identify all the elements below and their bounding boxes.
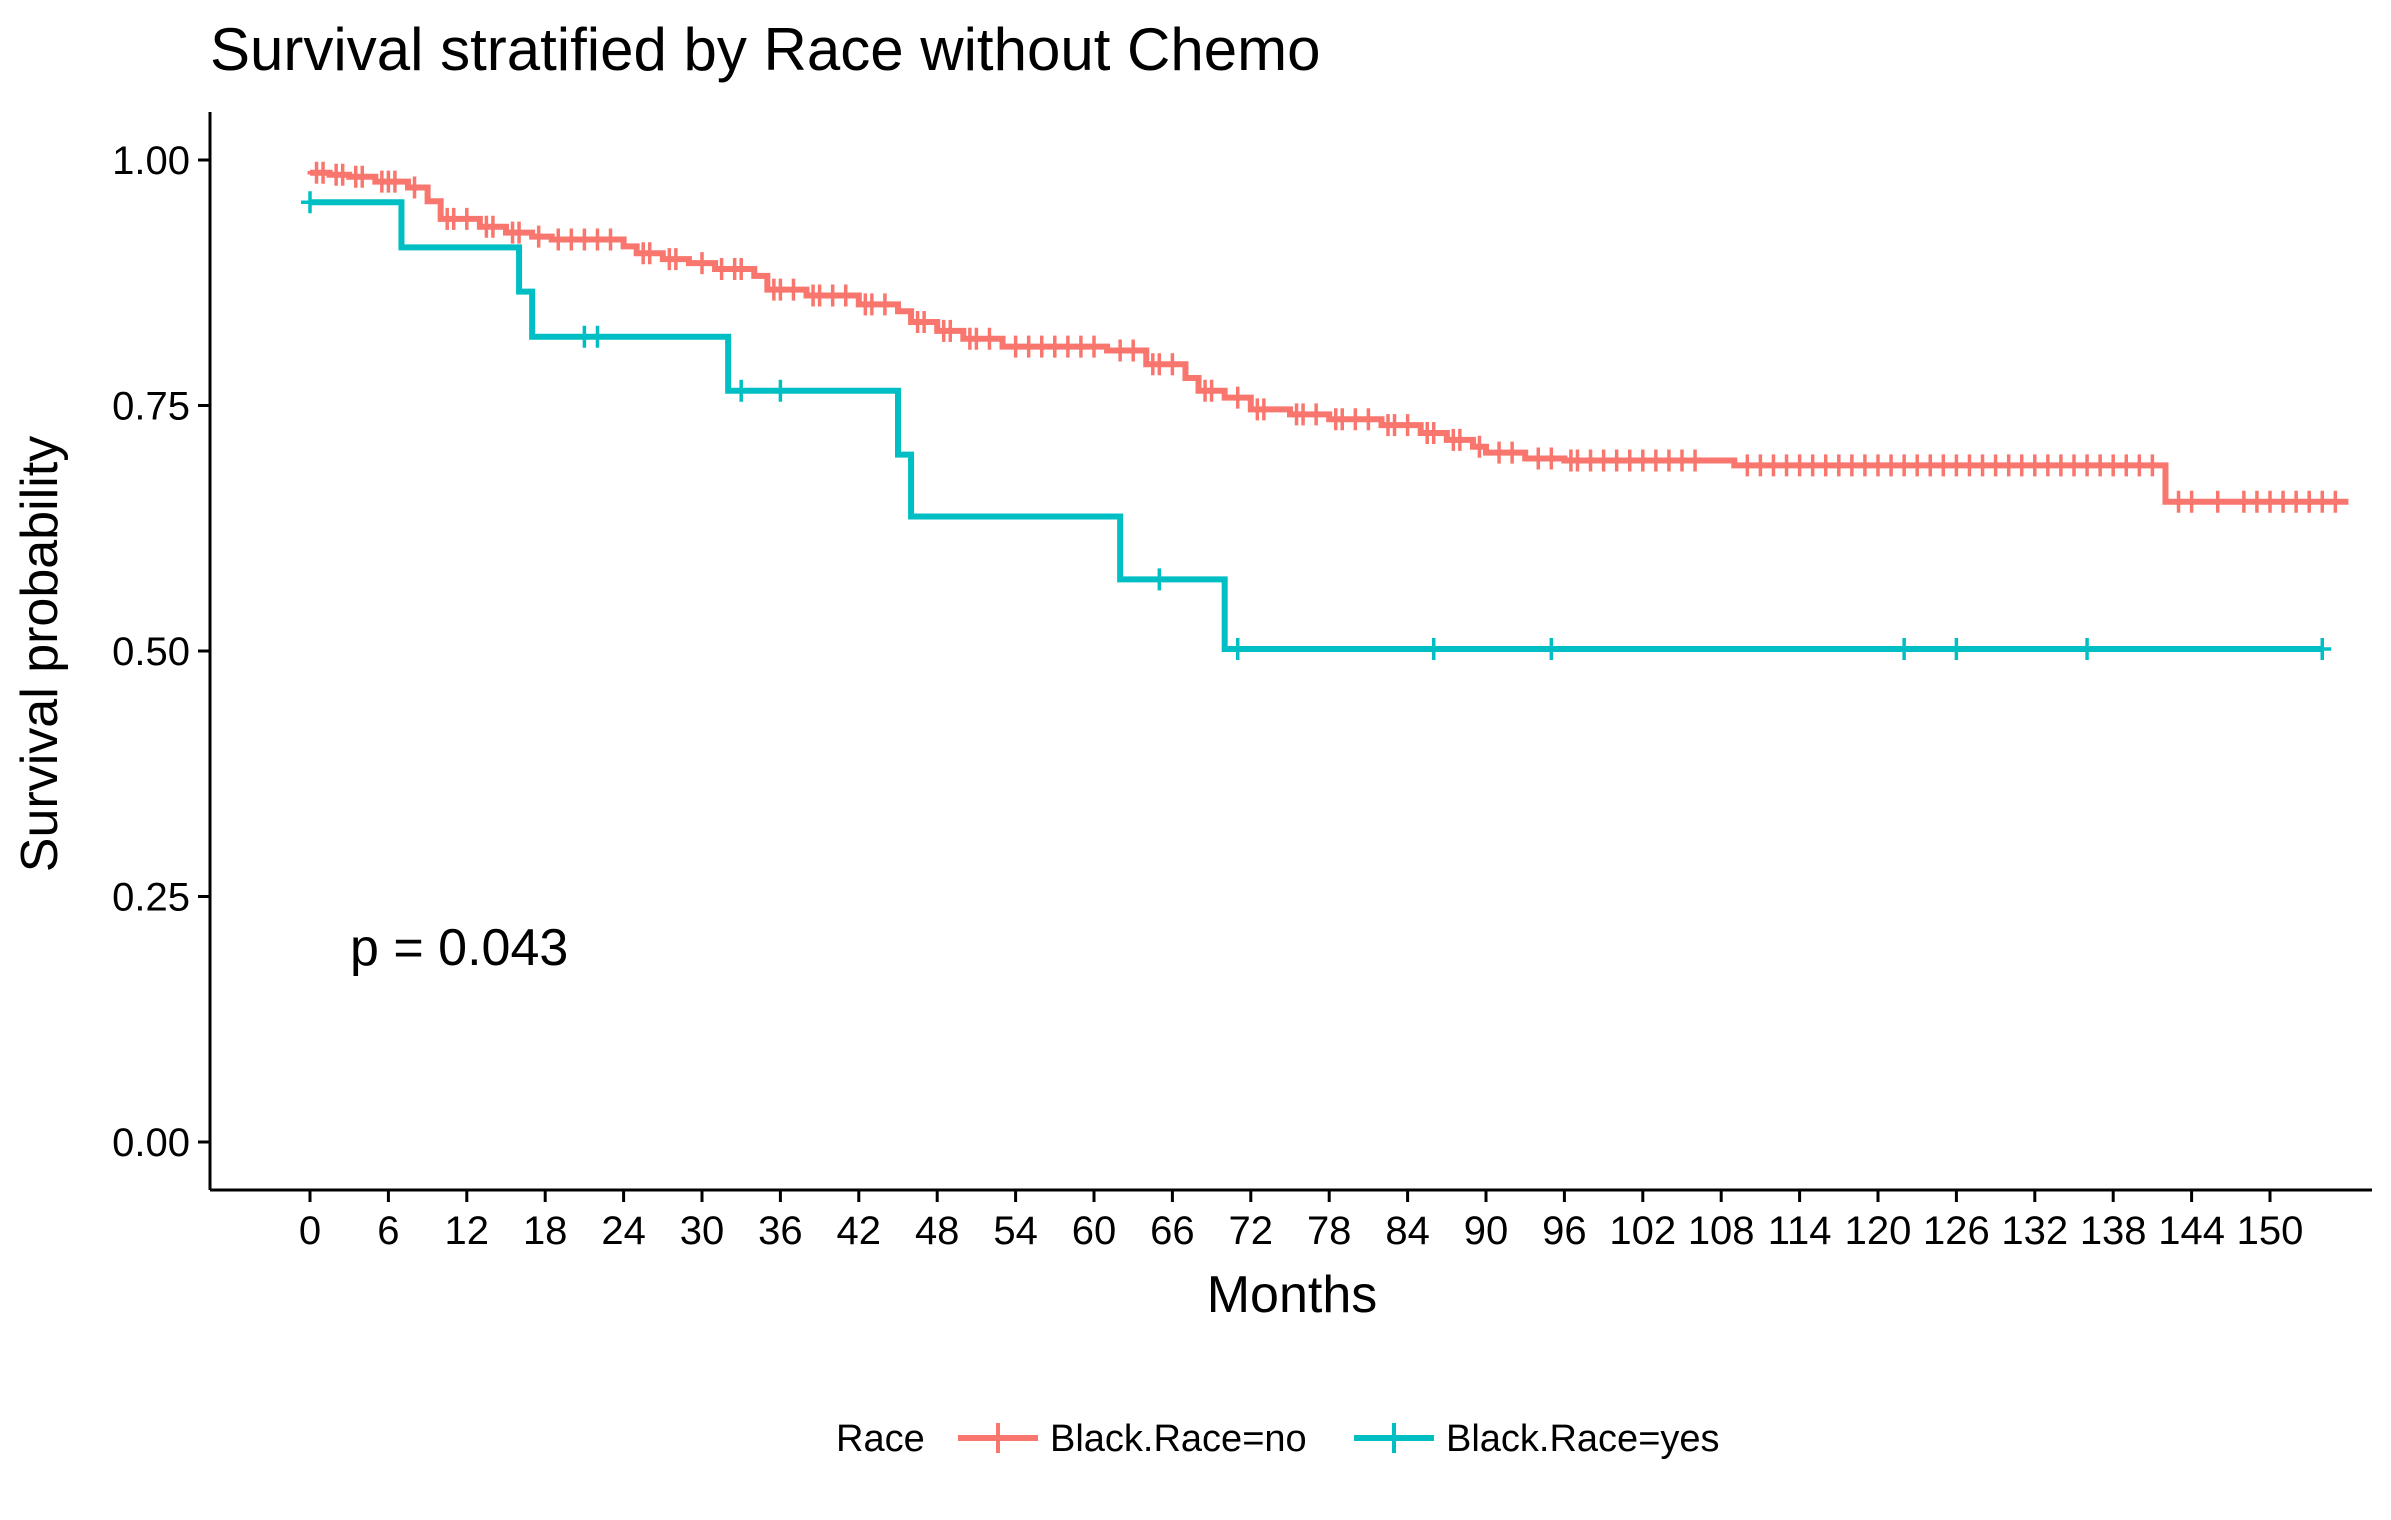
censor-mark [529, 225, 548, 248]
legend-label: Black.Race=no [1050, 1418, 1307, 1460]
censor-mark [1359, 408, 1378, 431]
x-tick-label: 54 [993, 1209, 1038, 1253]
censor-mark [2313, 638, 2332, 661]
x-tick-label: 84 [1385, 1209, 1430, 1253]
x-tick-label: 72 [1229, 1209, 1274, 1253]
x-tick-label: 102 [1609, 1209, 1676, 1253]
chart-title: Survival stratified by Race without Chem… [210, 16, 1320, 83]
censor-mark [2326, 490, 2345, 513]
legend-item-yes: Black.Race=yes [1354, 1418, 1720, 1460]
x-tick-label: 108 [1688, 1209, 1755, 1253]
x-tick-label: 150 [2237, 1209, 2304, 1253]
censor-mark [1228, 638, 1247, 661]
censor-mark [314, 161, 333, 184]
censor-mark [693, 252, 711, 275]
p-value-annotation: p = 0.043 [350, 919, 568, 977]
censor-mark [588, 325, 607, 348]
y-axis: 0.00 0.25 0.50 0.75 1.00 [112, 112, 212, 1190]
x-axis: 0 6 12 18 24 30 36 42 48 54 60 66 72 78 84 90 96 102 108 11… [210, 1188, 2372, 1253]
legend-item-no: Black.Race=no [958, 1418, 1307, 1460]
x-tick-label: 144 [2158, 1209, 2225, 1253]
y-tick-label: 0.50 [112, 630, 190, 674]
censor-mark [1124, 339, 1143, 362]
censor-mark [2208, 490, 2227, 513]
censor-mark [771, 379, 790, 402]
censor-mark [732, 258, 751, 281]
series-yes [301, 191, 2332, 661]
censor-mark [2143, 454, 2162, 477]
censor-mark [1686, 449, 1705, 472]
censor-mark [457, 207, 476, 230]
x-tick-label: 132 [2001, 1209, 2068, 1253]
censor-mark [666, 248, 685, 271]
censor-mark [915, 311, 934, 334]
x-tick-label: 36 [758, 1209, 803, 1253]
x-tick-label: 30 [680, 1209, 725, 1253]
censor-mark [875, 293, 894, 316]
censor-mark [784, 278, 803, 301]
censor-mark [1470, 435, 1489, 458]
censor-mark [2078, 638, 2097, 661]
survival-curve [310, 199, 2323, 653]
censor-mark [483, 215, 502, 238]
censor-mark [1085, 335, 1103, 358]
x-axis-title: Months [1207, 1266, 1378, 1324]
censor-mark [1202, 379, 1221, 402]
x-tick-label: 0 [299, 1209, 321, 1253]
legend-label: Black.Race=yes [1446, 1418, 1720, 1460]
x-tick-label: 78 [1307, 1209, 1352, 1253]
x-tick-label: 138 [2080, 1209, 2147, 1253]
x-tick-label: 90 [1464, 1209, 1509, 1253]
censor-mark [1503, 441, 1522, 464]
x-tick-label: 42 [837, 1209, 882, 1253]
censor-mark [980, 327, 999, 350]
censor-mark [1254, 398, 1273, 421]
censor-mark [640, 242, 659, 265]
censor-mark [301, 191, 319, 214]
censor-mark [1542, 447, 1561, 470]
x-tick-label: 6 [377, 1209, 399, 1253]
censor-mark [1398, 414, 1417, 437]
x-tick-label: 48 [915, 1209, 960, 1253]
legend-title: Race [836, 1418, 925, 1460]
censor-mark [601, 228, 620, 251]
x-tick-label: 96 [1542, 1209, 1587, 1253]
x-tick-label: 120 [1845, 1209, 1912, 1253]
censor-mark [510, 221, 529, 244]
censor-mark [1450, 428, 1469, 451]
censor-mark [1424, 638, 1443, 661]
x-tick-label: 66 [1150, 1209, 1195, 1253]
x-tick-label: 18 [523, 1209, 568, 1253]
censor-mark [732, 379, 751, 402]
censor-mark [353, 165, 372, 188]
censor-mark [941, 319, 960, 342]
y-axis-title: Survival probability [11, 436, 69, 872]
y-tick-label: 0.25 [112, 876, 190, 920]
censor-mark [836, 284, 855, 307]
censor-mark [333, 163, 352, 186]
censor-mark [1163, 353, 1182, 376]
x-tick-label: 24 [601, 1209, 646, 1253]
series-no [307, 161, 2349, 513]
y-tick-label: 0.00 [112, 1121, 190, 1165]
y-tick-label: 1.00 [112, 139, 190, 183]
x-tick-label: 60 [1072, 1209, 1117, 1253]
legend: Race Black.Race=no Black.Race=yes [836, 1418, 1720, 1460]
censor-mark [1150, 568, 1169, 591]
censor-mark [1228, 386, 1247, 409]
censor-mark [1307, 403, 1326, 426]
censor-mark [2182, 490, 2201, 513]
x-tick-label: 12 [445, 1209, 490, 1253]
censor-mark [385, 170, 404, 193]
censor-mark [1542, 638, 1561, 661]
x-tick-label: 126 [1923, 1209, 1990, 1253]
censor-mark [405, 176, 424, 199]
series-layer [301, 161, 2349, 661]
censor-mark [1424, 421, 1443, 444]
y-tick-label: 0.75 [112, 385, 190, 429]
censor-mark [1895, 638, 1914, 661]
censor-mark [1947, 638, 1966, 661]
x-tick-label: 114 [1768, 1209, 1832, 1253]
